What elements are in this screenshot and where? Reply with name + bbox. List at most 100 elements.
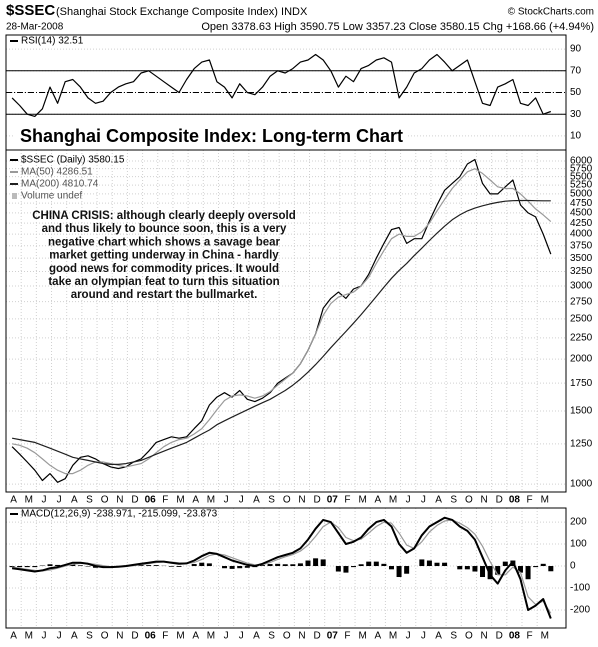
x-tick-label: N <box>116 495 123 506</box>
x-tick-label: M <box>389 631 397 642</box>
legend-swatch <box>12 193 17 199</box>
x-tick-label: J <box>41 631 46 642</box>
y-tick-label: 90 <box>570 44 582 55</box>
x-tick-label: 06 <box>145 631 157 642</box>
series-line <box>11 168 552 475</box>
y-tick-label: 1500 <box>570 406 593 417</box>
x-tick-label: N <box>116 631 123 642</box>
y-tick-label: 6000 <box>570 156 593 167</box>
histogram-bar <box>495 566 501 575</box>
histogram-bar <box>358 564 364 567</box>
x-tick-label: M <box>207 631 215 642</box>
y-tick-label: -200 <box>570 605 590 616</box>
histogram-bar <box>426 560 432 567</box>
x-tick-label: J <box>239 495 244 506</box>
x-tick-label: S <box>268 631 275 642</box>
panel-frame <box>5 149 567 493</box>
x-tick-label: S <box>450 631 457 642</box>
x-tick-label: N <box>298 631 305 642</box>
x-tick-label: A <box>253 495 260 506</box>
histogram-bar <box>540 563 546 567</box>
x-tick-label: F <box>344 495 350 506</box>
x-tick-label: S <box>450 495 457 506</box>
histogram-bar <box>366 561 372 567</box>
annotation: negative chart which shows a savage bear <box>48 236 281 248</box>
x-tick-label: A <box>10 495 17 506</box>
y-tick-label: 2250 <box>570 332 593 343</box>
x-tick-label: A <box>374 631 381 642</box>
legend-label: MA(50) 4286.51 <box>21 167 93 178</box>
x-tick-label: M <box>176 495 184 506</box>
y-tick-label: 3500 <box>570 253 593 264</box>
x-tick-label: J <box>224 631 229 642</box>
histogram-bar <box>517 566 523 573</box>
y-tick-label: 0 <box>570 561 576 572</box>
x-tick-label: 08 <box>509 495 521 506</box>
x-tick-label: M <box>176 631 184 642</box>
x-tick-label: M <box>541 631 549 642</box>
x-tick-label: D <box>496 495 503 506</box>
series-line <box>12 519 552 614</box>
x-tick-label: 08 <box>509 631 521 642</box>
histogram-bar <box>191 564 197 567</box>
y-tick-label: 10 <box>570 131 582 142</box>
annotation: good news for commodity prices. It would <box>49 263 279 275</box>
histogram-bar <box>176 566 182 567</box>
y-tick-label: 70 <box>570 65 582 76</box>
histogram-bar <box>320 559 326 567</box>
x-tick-label: M <box>25 495 33 506</box>
panel-label: RSI(14) 32.51 <box>21 36 84 47</box>
histogram-bar <box>457 566 463 570</box>
x-tick-label: D <box>314 495 321 506</box>
legend-label: Volume undef <box>21 191 82 202</box>
y-tick-label: 4250 <box>570 218 593 229</box>
x-tick-label: S <box>268 495 275 506</box>
histogram-bar <box>47 564 53 567</box>
x-tick-label: M <box>389 495 397 506</box>
y-tick-label: 4500 <box>570 208 593 219</box>
x-tick-label: J <box>421 631 426 642</box>
plot-area <box>11 158 552 483</box>
x-tick-label: A <box>192 631 199 642</box>
y-tick-label: 4750 <box>570 198 593 209</box>
y-tick-label: 2750 <box>570 296 593 307</box>
x-tick-label: F <box>527 631 533 642</box>
histogram-bar <box>442 562 448 567</box>
y-tick-label: 3250 <box>570 266 593 277</box>
x-tick-label: J <box>57 495 62 506</box>
y-tick-label: 5500 <box>570 171 593 182</box>
histogram-bar <box>168 566 174 567</box>
histogram-bar <box>290 564 296 567</box>
y-tick-label: 200 <box>570 517 587 528</box>
y-tick-label: 50 <box>570 87 582 98</box>
histogram-bar <box>351 566 357 568</box>
histogram-bar <box>419 559 425 567</box>
histogram-bar <box>335 566 341 572</box>
y-tick-label: 1750 <box>570 378 593 389</box>
y-tick-label: -100 <box>570 583 590 594</box>
histogram-bar <box>472 566 478 572</box>
date: 28-Mar-2008 <box>6 22 64 33</box>
x-tick-label: O <box>465 495 473 506</box>
histogram-bar <box>388 566 394 570</box>
histogram-bar <box>404 566 410 574</box>
histogram-bar <box>70 564 76 567</box>
annotation: around and restart the bullmarket. <box>71 289 258 301</box>
series-line <box>11 53 552 117</box>
panel-label: MACD(12,26,9) -238.971, -215.099, -23.87… <box>21 509 218 520</box>
x-tick-label: 07 <box>327 495 339 506</box>
x-tick-label: 07 <box>327 631 339 642</box>
histogram-bar <box>548 566 554 572</box>
x-tick-label: M <box>541 495 549 506</box>
x-tick-label: F <box>162 495 168 506</box>
x-tick-label: S <box>86 495 93 506</box>
y-tick-label: 100 <box>570 539 587 550</box>
histogram-bar <box>396 566 402 578</box>
histogram-bar <box>17 566 23 568</box>
x-tick-label: A <box>374 495 381 506</box>
y-tick-label: 5000 <box>570 189 593 200</box>
title-background <box>14 123 406 149</box>
histogram-bar <box>305 560 311 567</box>
x-tick-label: N <box>480 495 487 506</box>
